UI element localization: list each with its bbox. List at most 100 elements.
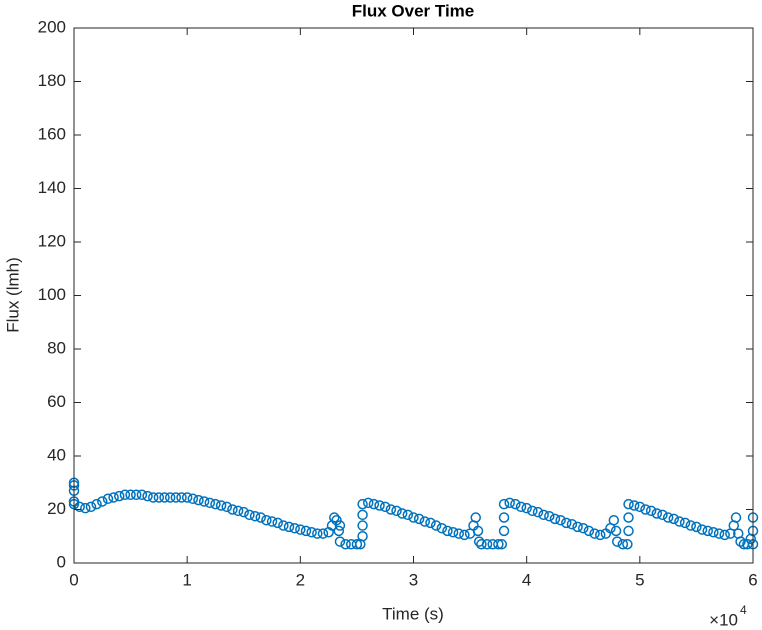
data-point [300, 525, 312, 537]
data-point [357, 531, 368, 542]
data-point [351, 539, 363, 550]
y-tick-label: 120 [38, 231, 66, 250]
x-tick-label: 1 [182, 570, 191, 589]
data-point [278, 520, 289, 531]
data-point [617, 539, 629, 550]
data-point [238, 506, 249, 518]
data-point [594, 529, 606, 541]
data-point [210, 498, 221, 510]
data-point [645, 505, 657, 517]
data-point [357, 509, 368, 521]
data-point [527, 505, 538, 517]
y-tick-label: 0 [57, 552, 66, 571]
data-point [510, 498, 521, 510]
y-axis-label: Flux (lmh) [3, 257, 22, 333]
data-point [447, 526, 459, 538]
data-point [730, 512, 742, 523]
data-point [244, 509, 255, 521]
data-point [640, 504, 651, 515]
data-point [470, 512, 481, 523]
data-point [130, 489, 142, 501]
y-tick-label: 140 [38, 178, 66, 197]
data-point [153, 492, 165, 503]
data-point [261, 514, 272, 526]
data-point [357, 520, 368, 531]
data-point [504, 497, 515, 509]
x-multiplier-exponent: 4 [740, 603, 747, 617]
x-tick-label: 3 [409, 570, 418, 589]
data-point [566, 518, 578, 530]
data-point [413, 513, 425, 525]
data-point [419, 516, 431, 527]
x-tick-label: 0 [69, 570, 78, 589]
data-point [312, 528, 323, 539]
data-point [662, 512, 674, 523]
data-point [74, 501, 85, 513]
data-point [119, 489, 131, 501]
y-tick-label: 200 [38, 17, 66, 36]
data-point [498, 498, 510, 510]
data-point [472, 525, 484, 537]
y-tick-label: 160 [38, 124, 66, 143]
data-point [436, 522, 448, 534]
data-point [255, 512, 266, 523]
data-point [685, 520, 697, 531]
data-point [442, 525, 453, 537]
data-point [493, 539, 504, 550]
data-point [623, 512, 634, 523]
data-point [357, 498, 368, 510]
data-point [198, 496, 210, 507]
data-point [628, 500, 640, 511]
data-point [719, 529, 730, 541]
data-point [385, 504, 397, 515]
data-point [334, 536, 346, 547]
data-point [459, 529, 470, 541]
x-axis-label: Time (s) [382, 604, 444, 623]
x-tick-label: 4 [522, 570, 531, 589]
data-point [181, 492, 193, 503]
data-point [549, 513, 561, 525]
data-point [317, 528, 329, 539]
data-point [170, 492, 182, 503]
y-tick-label: 40 [47, 445, 66, 464]
data-point [227, 504, 238, 515]
data-point [608, 514, 620, 526]
data-point [708, 526, 719, 538]
data-point [232, 505, 244, 517]
y-tick-label: 180 [38, 71, 66, 90]
data-point [125, 489, 136, 501]
y-tick-label: 20 [47, 499, 66, 518]
data-point [91, 498, 102, 510]
data-point [283, 521, 295, 533]
data-point [498, 525, 510, 537]
data-point [142, 490, 153, 502]
data-point [114, 490, 125, 502]
data-point [679, 517, 691, 529]
data-point [555, 514, 566, 526]
data-point [515, 501, 527, 513]
data-point [572, 521, 583, 533]
data-point [97, 496, 108, 507]
data-point [340, 539, 351, 550]
data-point [368, 498, 380, 510]
data-point [333, 525, 345, 537]
data-point [176, 492, 187, 503]
data-point [164, 492, 176, 503]
data-point [674, 516, 685, 527]
data-point [391, 505, 402, 517]
data-point [583, 525, 595, 537]
data-point [295, 524, 306, 535]
data-point [402, 509, 414, 521]
data-point [136, 489, 148, 501]
data-point [221, 501, 233, 513]
data-point [193, 494, 204, 506]
data-point [374, 500, 385, 511]
x-multiplier: ×10 [709, 610, 738, 629]
data-point [425, 517, 436, 529]
data-point [289, 522, 300, 534]
data-point [538, 509, 549, 521]
data-point [702, 525, 713, 537]
data-point [453, 528, 465, 539]
data-point [430, 520, 442, 531]
data-point [396, 508, 408, 519]
